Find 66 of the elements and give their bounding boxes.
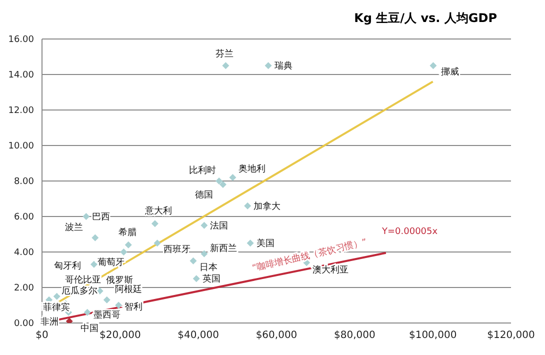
- annotation: 西班牙: [163, 244, 190, 256]
- point: [154, 240, 161, 247]
- annotation: 中国: [80, 323, 98, 334]
- x-tick-label: $40,000: [178, 330, 220, 342]
- point: [216, 178, 223, 184]
- y-tick-label: 4.00: [14, 248, 34, 258]
- annotation: 新西兰: [210, 242, 238, 254]
- point: [66, 318, 73, 323]
- y-tick-label: 16.00: [8, 35, 34, 46]
- annotation: 澳大利亚: [312, 264, 349, 276]
- y-tick-label: 6.00: [14, 212, 34, 223]
- y-tick-label: 10.00: [8, 142, 34, 152]
- annotation: 挪威: [441, 66, 460, 78]
- y-tick-label: 0.00: [14, 319, 34, 330]
- annotation: 希腊: [118, 226, 136, 238]
- annotation: 奥地利: [238, 163, 266, 174]
- x-tick-label: $0: [36, 330, 48, 342]
- point: [219, 181, 226, 188]
- annotation: 德国: [194, 190, 213, 201]
- point: [84, 308, 91, 316]
- x-tick-label: $120,000: [487, 330, 535, 342]
- point: [200, 222, 208, 229]
- point: [151, 220, 158, 228]
- point: [192, 275, 200, 282]
- point: [244, 202, 252, 210]
- annotation: 日本: [199, 262, 218, 273]
- x-tick-label: $20,000: [99, 330, 141, 342]
- point: [264, 62, 272, 70]
- point: [90, 260, 98, 268]
- y-tick-label: 2.00: [14, 284, 34, 294]
- point: [430, 62, 437, 70]
- point: [124, 241, 132, 248]
- annotation: 墨西哥: [93, 309, 120, 320]
- point: [103, 296, 110, 304]
- point: [200, 250, 208, 258]
- annotation: 阿根廷: [114, 284, 142, 295]
- annotation: 意大利: [144, 206, 172, 217]
- point: [92, 234, 99, 242]
- point: [229, 174, 236, 181]
- annotation: 比利时: [189, 165, 216, 176]
- x-tick-label: $60,000: [256, 330, 298, 342]
- x-tick-label: $80,000: [334, 330, 376, 342]
- annotation: 葡萄牙: [98, 257, 125, 268]
- point: [246, 240, 254, 247]
- point: [120, 248, 128, 256]
- annotation: 芬兰: [216, 48, 234, 60]
- y-tick-label: 12.00: [8, 106, 34, 116]
- x-tick-label: $100,000: [408, 330, 457, 342]
- y-tick-label: 14.00: [8, 70, 34, 81]
- annotation: 美国: [256, 238, 274, 250]
- point: [222, 62, 230, 70]
- y-tick-label: 8.00: [14, 177, 34, 188]
- point: [115, 302, 122, 309]
- annotation: 法国: [210, 220, 228, 232]
- chart-title: Kg 生豆/人 vs. 人均GDP: [354, 10, 497, 27]
- annotation: 瑞典: [274, 60, 292, 72]
- annotation: 菲律宾: [43, 302, 70, 313]
- point: [53, 292, 60, 300]
- point: [190, 257, 197, 264]
- annotation: 加拿大: [254, 200, 281, 212]
- annotation: 巴西: [92, 212, 110, 222]
- annotation: Y=0.00005x: [381, 227, 438, 237]
- point: [82, 213, 90, 220]
- annotation: 波兰: [65, 222, 84, 233]
- annotation: 英国: [202, 274, 220, 285]
- annotation: 匈牙利: [54, 260, 81, 272]
